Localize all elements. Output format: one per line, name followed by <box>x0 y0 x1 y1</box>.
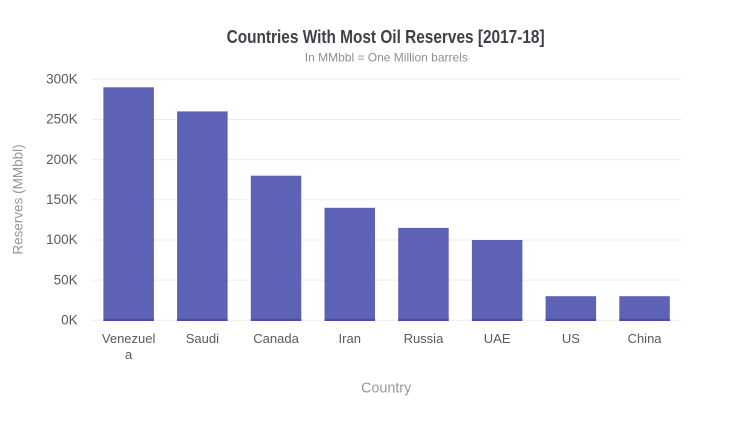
svg-text:Russia: Russia <box>404 331 445 346</box>
svg-text:US: US <box>562 331 580 346</box>
svg-text:Reserves (MMbbl): Reserves (MMbbl) <box>10 144 25 254</box>
svg-text:Iran: Iran <box>339 331 361 346</box>
svg-text:Country: Country <box>361 381 412 397</box>
svg-text:Canada: Canada <box>253 331 299 346</box>
svg-text:Saudi: Saudi <box>186 331 219 346</box>
svg-text:In MMbbl = One Million barrels: In MMbbl = One Million barrels <box>305 51 468 65</box>
svg-text:150K: 150K <box>46 192 78 207</box>
svg-text:300K: 300K <box>46 72 78 87</box>
svg-text:50K: 50K <box>54 272 78 287</box>
svg-text:200K: 200K <box>46 152 78 167</box>
svg-text:UAE: UAE <box>484 331 511 346</box>
svg-text:Venezuel: Venezuel <box>102 331 156 346</box>
svg-text:250K: 250K <box>46 112 78 127</box>
svg-text:100K: 100K <box>46 232 78 247</box>
svg-text:Countries With Most Oil Reserv: Countries With Most Oil Reserves [2017-1… <box>227 27 545 47</box>
svg-text:China: China <box>628 331 663 346</box>
svg-text:a: a <box>125 347 133 362</box>
svg-text:0K: 0K <box>61 313 78 328</box>
